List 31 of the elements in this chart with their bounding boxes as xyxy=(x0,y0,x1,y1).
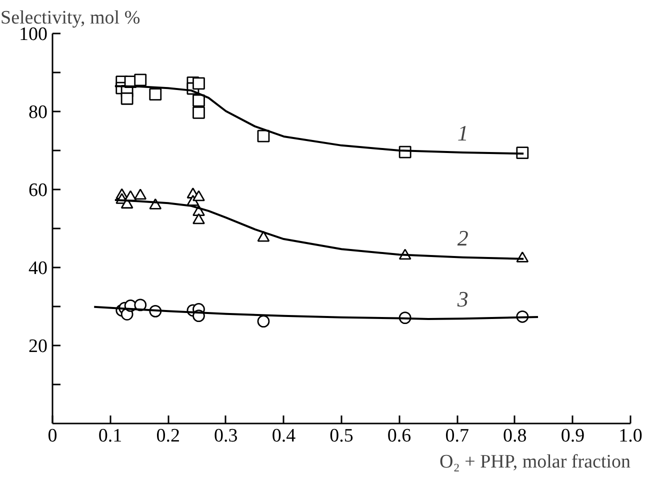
point xyxy=(192,106,205,119)
x-tick-label: 0.1 xyxy=(98,426,122,446)
x-tick-label: 0.8 xyxy=(503,426,527,446)
y-tick-label: 80 xyxy=(28,102,48,123)
y-tick-label: 40 xyxy=(28,258,48,279)
x-axis-title: O₂ + PHP, molar fraction xyxy=(440,452,631,472)
point xyxy=(257,130,270,142)
y-tick-label: 60 xyxy=(28,180,48,201)
x-tick-label: 0.9 xyxy=(560,426,585,446)
series-label: 2 xyxy=(457,225,468,250)
point xyxy=(120,92,134,105)
series-label: 3 xyxy=(456,286,468,312)
point xyxy=(192,213,205,224)
x-tick-label: 0.5 xyxy=(330,426,354,446)
y-tick-label: 20 xyxy=(28,336,48,357)
x-tick-label: 1.0 xyxy=(618,426,642,446)
x-tick-label: 0 xyxy=(48,426,58,446)
point xyxy=(257,315,270,328)
point xyxy=(192,77,205,90)
point xyxy=(149,88,162,101)
series-label: 1 xyxy=(457,120,468,146)
point xyxy=(134,74,147,86)
point xyxy=(192,94,205,107)
x-tick-label: 0.6 xyxy=(387,426,412,446)
x-tick-label: 0.4 xyxy=(272,426,296,446)
x-tick-label: 0.2 xyxy=(156,426,180,446)
x-tick-label: 0.3 xyxy=(214,426,238,446)
x-tick-label: 0.7 xyxy=(445,426,469,446)
point xyxy=(134,188,147,200)
point xyxy=(257,230,270,242)
point xyxy=(192,190,205,202)
